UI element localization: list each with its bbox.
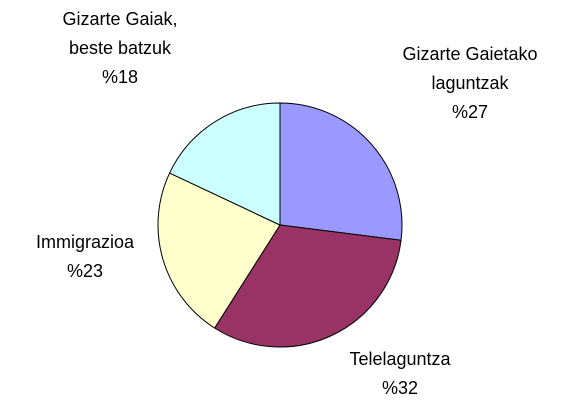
pie-slice: [279, 102, 403, 241]
value-label: %32: [381, 378, 419, 398]
category-label: Telelaguntza: [349, 349, 451, 369]
pie-slice: [157, 172, 281, 329]
slice-label: Gizarte Gaietako laguntzak %27: [390, 40, 550, 127]
category-label: Immigrazioa: [35, 232, 135, 252]
category-label: Gizarte Gaietako laguntzak: [402, 44, 538, 93]
category-label: Gizarte Gaiak, beste batzuk: [62, 9, 178, 58]
value-label: %27: [451, 102, 489, 122]
pie-slice: [168, 102, 281, 226]
slice-label: Telelaguntza %32: [330, 345, 470, 403]
value-label: %18: [101, 67, 139, 87]
slice-label: Gizarte Gaiak, beste batzuk %18: [45, 5, 195, 92]
slice-label: Immigrazioa %23: [5, 228, 165, 286]
value-label: %23: [66, 261, 104, 281]
